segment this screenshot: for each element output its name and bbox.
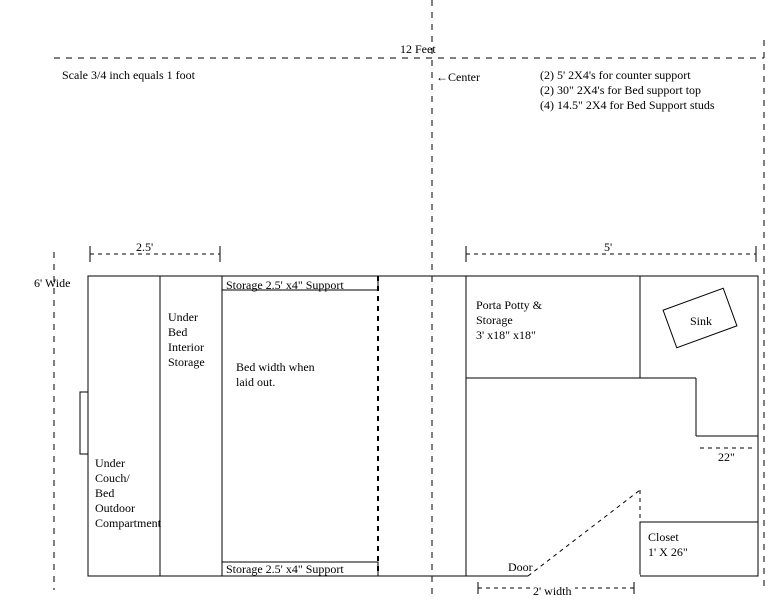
under-bed-label: Under Bed Interior Storage [168, 310, 205, 370]
scale-note: Scale 3/4 inch equals 1 foot [62, 68, 195, 83]
total-width-label: 12 Feet [400, 42, 436, 57]
storage-bot-label: Storage 2.5' x4" Support [226, 562, 344, 577]
left-span-label: 2.5' [136, 240, 153, 255]
bed-note: Bed width when laid out. [236, 360, 315, 390]
sink-label: Sink [690, 314, 712, 329]
right-span-label: 5' [604, 240, 612, 255]
closet-label: Closet 1' X 26" [648, 530, 688, 560]
counter-depth-label: 22" [718, 450, 735, 465]
materials-list: (2) 5' 2X4's for counter support (2) 30"… [540, 68, 715, 113]
porta-label: Porta Potty & Storage 3' x18" x18" [476, 298, 542, 343]
door-label: Door [508, 560, 533, 575]
height-label: 6' Wide [34, 276, 70, 291]
center-label: ←Center [436, 70, 480, 85]
storage-top-label: Storage 2.5' x4" Support [226, 278, 344, 293]
under-couch-label: Under Couch/ Bed Outdoor Compartment [95, 456, 161, 531]
door-span-label: 2' width [530, 584, 575, 599]
